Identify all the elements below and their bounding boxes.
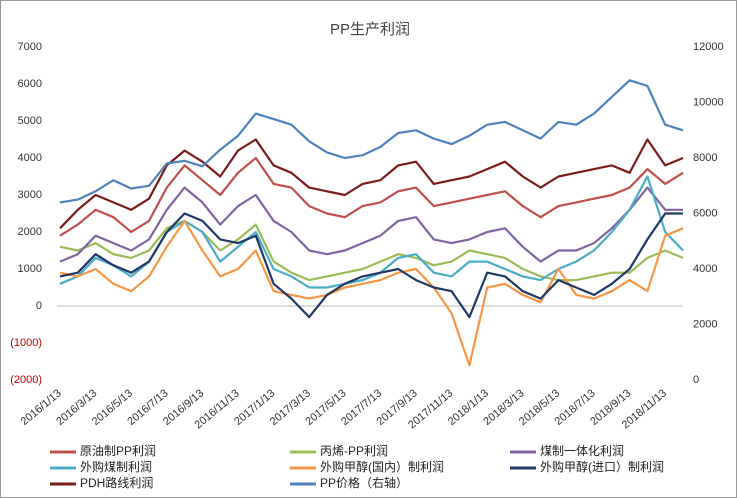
series-line <box>59 79 684 204</box>
y-tick-label: (2000) <box>10 374 42 386</box>
chart-title: PP生产利润 <box>330 21 410 38</box>
legend-label: PP价格（右轴） <box>320 475 408 490</box>
y-tick-label: 4000 <box>18 152 42 164</box>
series-line <box>59 219 684 282</box>
series-line <box>59 156 684 237</box>
y2-tick-label: 6000 <box>693 207 717 219</box>
legend-label: PDH路线利润 <box>80 475 153 490</box>
y-tick-label: 7000 <box>18 41 42 53</box>
y2-tick-label: 0 <box>693 374 699 386</box>
legend-label: 煤制一体化利润 <box>540 444 624 458</box>
y-tick-label: 3000 <box>18 189 42 201</box>
legend-label: 外购甲醇(进口）制利润 <box>540 459 664 474</box>
y-tick-label: 0 <box>36 300 42 312</box>
y-tick-label: 5000 <box>18 115 42 127</box>
y-tick-label: 1000 <box>18 263 42 275</box>
series-line <box>59 186 683 263</box>
series-line <box>59 138 684 230</box>
legend-label: 外购煤制利润 <box>80 459 152 474</box>
y2-tick-label: 4000 <box>693 263 717 275</box>
series-line <box>59 212 683 319</box>
legend-label: 原油制PP利润 <box>80 444 156 458</box>
y2-tick-label: 2000 <box>693 318 717 330</box>
legend-label: 丙烯-PP利润 <box>320 444 388 458</box>
y2-tick-label: 8000 <box>693 152 717 164</box>
legend-label: 外购甲醇(国内）制利润 <box>320 459 444 474</box>
y2-tick-label: 12000 <box>693 41 724 53</box>
series-line <box>59 219 684 367</box>
y2-tick-label: 10000 <box>693 96 724 108</box>
y-tick-label: (1000) <box>10 337 42 349</box>
y-tick-label: 2000 <box>18 226 42 238</box>
y-tick-label: 6000 <box>18 78 42 90</box>
